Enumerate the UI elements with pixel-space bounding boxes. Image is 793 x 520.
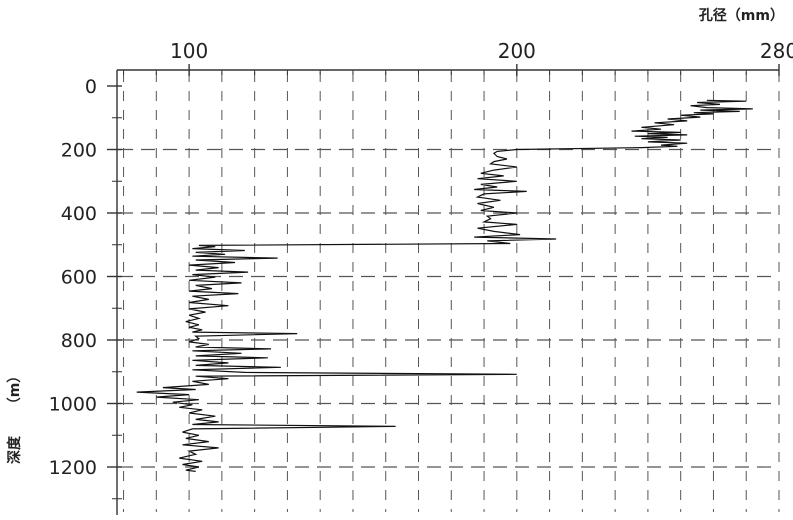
x-ticks: 100 200 280: [123, 39, 793, 76]
x-unit-label: 孔径（mm）: [699, 7, 784, 24]
y-tick-label: 200: [61, 140, 97, 162]
y-tick-label: 1200: [49, 457, 97, 479]
y-ticks: 0 200 400 600 800 1000 1200: [49, 76, 122, 500]
y-tick-label: 0: [85, 76, 97, 98]
y-axis-label: 深度: [6, 435, 23, 464]
series: [136, 99, 753, 472]
y-tick-label: 800: [61, 330, 97, 352]
y-tick-label: 400: [61, 203, 97, 225]
grid: [119, 72, 780, 512]
axes: [116, 69, 779, 515]
y-tick-label: 600: [61, 267, 97, 289]
diameter-trace: [136, 99, 753, 472]
y-unit-label: （m）: [7, 369, 23, 412]
y-tick-label: 1000: [49, 394, 97, 416]
x-tick-label: 100: [170, 39, 208, 63]
x-tick-label: 280: [760, 39, 793, 63]
x-tick-label: 200: [498, 39, 536, 63]
